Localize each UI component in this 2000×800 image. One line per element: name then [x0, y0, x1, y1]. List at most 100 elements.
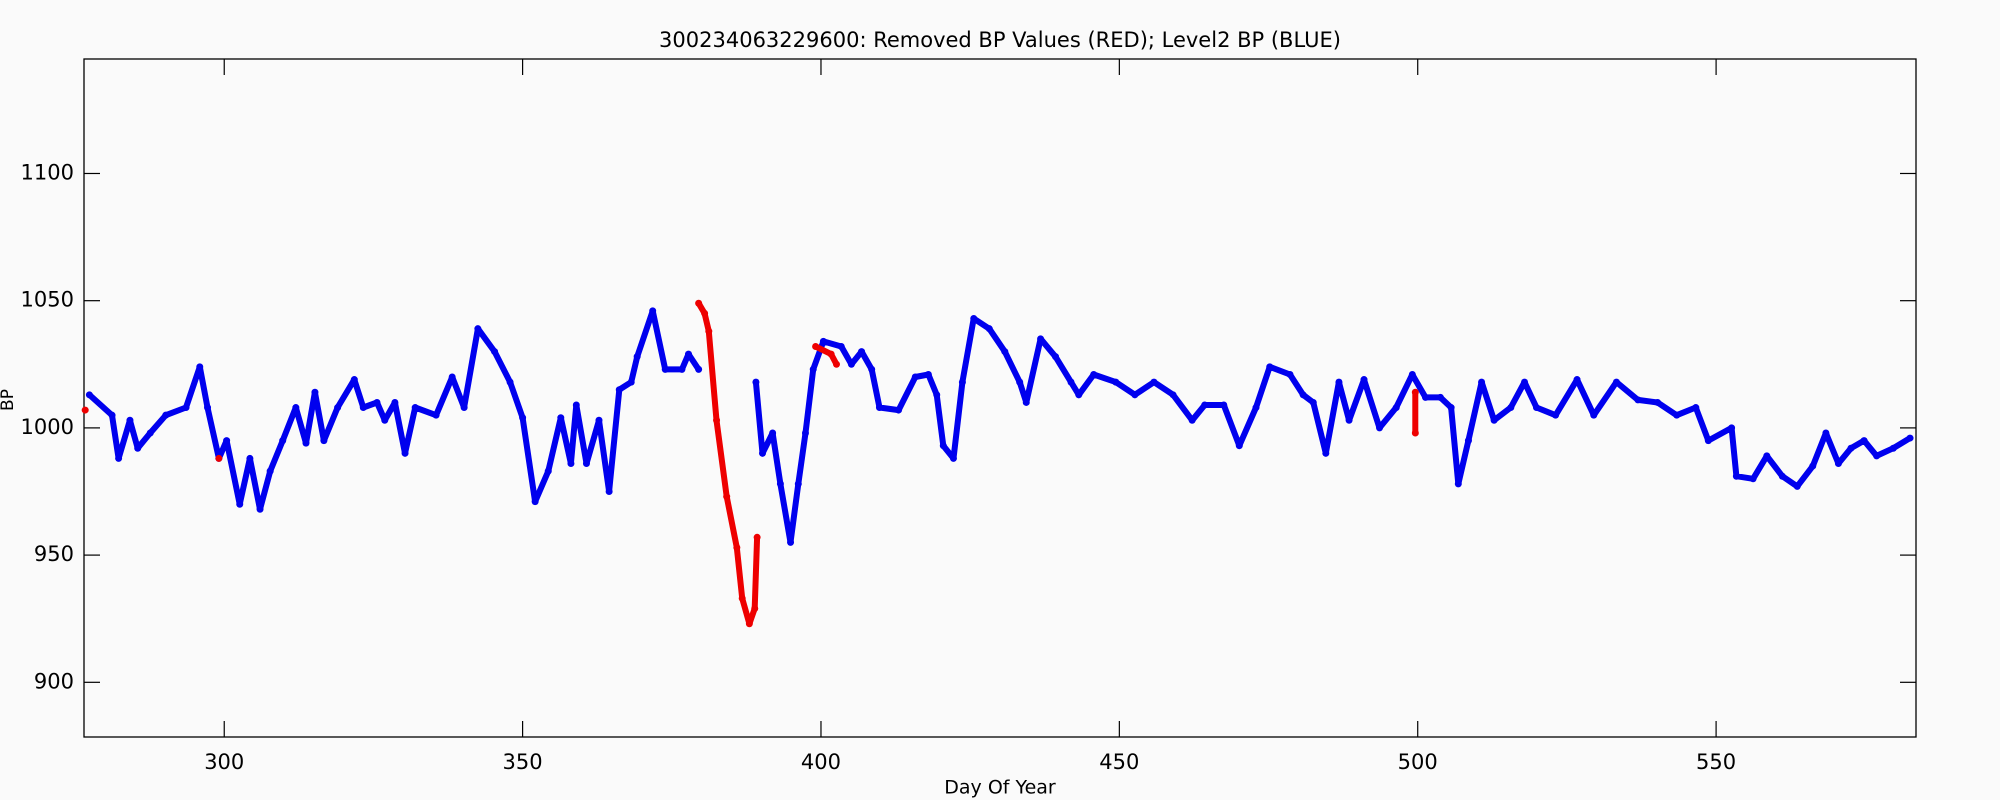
data-point	[236, 500, 244, 508]
data-point	[491, 348, 499, 356]
data-point	[1022, 398, 1030, 406]
data-point	[745, 620, 753, 628]
data-point	[292, 404, 300, 412]
data-point	[705, 327, 713, 335]
data-point	[474, 325, 482, 333]
data-point	[1763, 452, 1771, 460]
data-point	[567, 460, 575, 468]
x-tick-label: 300	[204, 750, 244, 774]
data-point	[1309, 398, 1317, 406]
data-point	[1873, 452, 1881, 460]
data-point	[1454, 480, 1462, 488]
data-point	[801, 429, 809, 437]
data-point	[1490, 416, 1498, 424]
x-tick-label: 400	[801, 750, 841, 774]
data-point	[1408, 370, 1416, 378]
data-point	[868, 365, 876, 373]
data-point	[572, 401, 580, 409]
data-point	[391, 398, 399, 406]
data-point	[1532, 404, 1540, 412]
data-point	[1447, 404, 1455, 412]
data-point	[223, 437, 231, 445]
data-point	[1051, 353, 1059, 361]
data-point	[1822, 429, 1830, 437]
data-point	[1376, 424, 1384, 432]
x-tick-label: 350	[503, 750, 543, 774]
data-point	[1345, 416, 1353, 424]
data-point	[958, 378, 966, 386]
data-point	[1075, 391, 1083, 399]
data-point	[701, 309, 709, 317]
plot-frame	[83, 58, 1917, 738]
y-tick-label: 1000	[21, 415, 74, 439]
data-point	[1889, 444, 1897, 452]
data-point	[256, 505, 264, 513]
data-point	[615, 386, 623, 394]
data-point	[595, 416, 603, 424]
data-point	[1906, 434, 1914, 442]
data-point	[685, 350, 693, 358]
data-point	[847, 360, 855, 368]
data-point	[1834, 460, 1842, 468]
data-point	[776, 480, 784, 488]
data-point	[769, 429, 777, 437]
data-point	[266, 467, 274, 475]
data-point	[1201, 401, 1209, 409]
data-point	[1286, 370, 1294, 378]
data-point	[544, 467, 552, 475]
data-point	[1067, 378, 1075, 386]
data-point	[1552, 411, 1560, 419]
data-point	[81, 406, 89, 414]
data-point	[605, 487, 613, 495]
data-point	[832, 360, 840, 368]
data-point	[204, 404, 212, 412]
data-point	[819, 337, 827, 345]
data-point	[1521, 378, 1529, 386]
chart-title: 300234063229600: Removed BP Values (RED)…	[659, 28, 1341, 52]
data-point	[933, 391, 941, 399]
data-point	[924, 370, 932, 378]
data-point	[661, 365, 669, 373]
y-tick-label: 1050	[21, 288, 74, 312]
data-point	[809, 365, 817, 373]
data-point	[678, 365, 686, 373]
data-point	[1507, 404, 1515, 412]
data-point	[1392, 404, 1400, 412]
data-point	[1860, 437, 1868, 445]
data-point	[1704, 437, 1712, 445]
data-point	[695, 365, 703, 373]
data-point	[1090, 370, 1098, 378]
x-tick-label: 450	[1099, 750, 1139, 774]
data-point	[733, 543, 741, 551]
data-point	[895, 406, 903, 414]
data-point	[531, 498, 539, 506]
y-axis-label: BP	[0, 389, 18, 411]
data-point	[302, 439, 310, 447]
data-point	[108, 411, 116, 419]
data-point	[1411, 388, 1419, 396]
data-point	[949, 454, 957, 462]
data-point	[1252, 404, 1260, 412]
data-point	[875, 404, 883, 412]
data-point	[320, 437, 328, 445]
data-point	[1360, 376, 1368, 384]
data-point	[115, 454, 123, 462]
data-point	[373, 398, 381, 406]
y-tick-label: 900	[34, 669, 74, 693]
data-point	[794, 480, 802, 488]
data-point	[432, 411, 440, 419]
data-point	[182, 404, 190, 412]
data-point	[827, 350, 835, 358]
y-tick-label: 950	[34, 542, 74, 566]
data-point	[1411, 429, 1419, 437]
data-point	[1847, 444, 1855, 452]
data-point	[1112, 378, 1120, 386]
data-point	[1037, 335, 1045, 343]
data-point	[752, 378, 760, 386]
data-point	[246, 454, 254, 462]
data-point	[311, 388, 319, 396]
data-point	[162, 411, 170, 419]
data-point	[126, 416, 134, 424]
